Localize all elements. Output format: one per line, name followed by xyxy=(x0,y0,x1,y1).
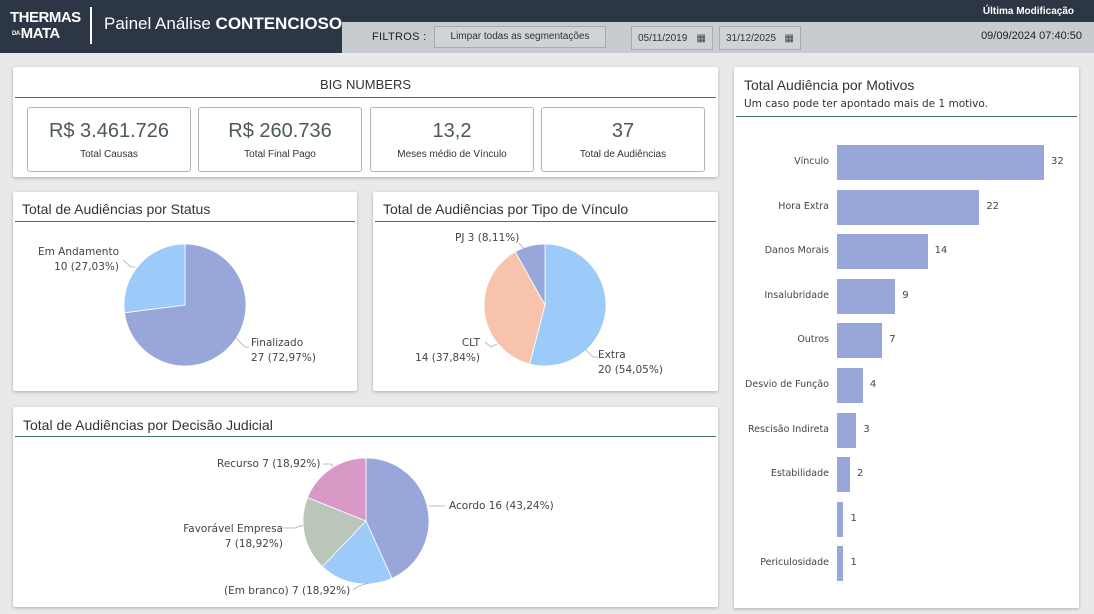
title-underline xyxy=(736,116,1077,117)
bar-category-label: Insalubridade xyxy=(764,289,829,301)
bar[interactable] xyxy=(837,145,1044,180)
bar-category-label: Periculosidade xyxy=(760,557,829,569)
big-numbers-title: BIG NUMBERS xyxy=(319,77,411,92)
date-start-field[interactable]: 05/11/2019 ▦ xyxy=(631,26,713,50)
header: THERMAS DAMATA Painel Análise CONTENCIOS… xyxy=(0,0,1094,53)
slice-label-finalizado: Finalizado 27 (72,97%) xyxy=(251,337,316,364)
bar-value-label: 22 xyxy=(986,200,1000,212)
bar-category-label: Rescisão Indireta xyxy=(747,423,829,435)
kpi-value: R$ 260.736 xyxy=(228,120,332,142)
kpi-value: 13,2 xyxy=(432,120,472,142)
pie-slice-acordo[interactable] xyxy=(365,457,430,579)
kpi-total-causas: R$ 3.461.726 Total Causas xyxy=(27,107,191,172)
leader-line xyxy=(122,259,135,268)
motivos-chart-card: Total Audiência por Motivos Um caso pode… xyxy=(734,67,1079,608)
date-end-field[interactable]: 31/12/2025 ▦ xyxy=(719,26,801,50)
kpi-label: Meses médio de Vínculo xyxy=(397,149,507,160)
bar-category-label: Danos Morais xyxy=(764,245,829,257)
pie-slice-pj[interactable] xyxy=(514,243,546,307)
bar-category-label: Estabilidade xyxy=(770,468,829,480)
motivos-chart-subtitle: Um caso pode ter apontado mais de 1 moti… xyxy=(744,98,988,110)
slice-label-clt: CLT 14 (37,84%) xyxy=(415,337,480,364)
leader-line xyxy=(518,242,532,251)
status-chart-card: Total de Audiências por Status Em Andame… xyxy=(13,192,357,391)
bar[interactable] xyxy=(837,368,863,403)
bar-value-label: 9 xyxy=(902,289,909,301)
bar-value-label: 7 xyxy=(889,334,896,346)
pie-slice-clt[interactable] xyxy=(483,251,546,365)
decisao-chart-title: Total de Audiências por Decisão Judicial xyxy=(23,417,273,433)
filters-label: FILTROS : xyxy=(372,31,427,43)
bar[interactable] xyxy=(837,323,883,359)
brand-divider xyxy=(90,7,92,44)
pie-slice-em-andamento[interactable] xyxy=(123,243,186,314)
leader-line xyxy=(484,341,498,348)
date-end-value: 31/12/2025 xyxy=(726,33,777,44)
bar[interactable] xyxy=(837,501,844,537)
vinculo-pie-chart[interactable] xyxy=(373,192,718,391)
pie-slice-em-branco[interactable] xyxy=(321,520,393,585)
date-start-value: 05/11/2019 xyxy=(638,33,688,44)
leader-line xyxy=(584,348,598,358)
bar[interactable] xyxy=(837,457,850,493)
bar[interactable] xyxy=(837,234,928,270)
slice-label-favoravel-empresa: Favorável Empresa 7 (18,92%) xyxy=(183,523,283,550)
leader-line xyxy=(323,463,334,468)
bar-value-label: 1 xyxy=(850,512,857,524)
big-numbers-card: BIG NUMBERS R$ 3.461.726 Total Causas R$… xyxy=(13,67,718,177)
slice-label-extra: Extra 20 (54,05%) xyxy=(598,349,663,376)
slice-label-recurso: Recurso 7 (18,92%) xyxy=(217,458,321,470)
calendar-icon[interactable]: ▦ xyxy=(696,33,706,44)
bar[interactable] xyxy=(837,412,857,448)
bar-category-label: Hora Extra xyxy=(778,200,829,212)
bar-value-label: 14 xyxy=(934,245,948,257)
title-underline xyxy=(375,221,716,222)
kpi-meses-vinculo: 13,2 Meses médio de Vínculo xyxy=(370,107,534,172)
pie-slice-recurso[interactable] xyxy=(307,457,367,522)
kpi-label: Total Causas xyxy=(80,149,138,160)
title-underline xyxy=(15,221,355,222)
leader-line xyxy=(352,582,370,591)
kpi-total-audiencias: 37 Total de Audiências xyxy=(541,107,705,172)
last-modified-value: 09/09/2024 07:40:50 xyxy=(981,30,1082,42)
bar[interactable] xyxy=(837,278,896,314)
slice-label-em-andamento: Em Andamento 10 (27,03%) xyxy=(37,246,119,273)
bar[interactable] xyxy=(837,546,844,582)
status-pie-chart[interactable] xyxy=(13,192,357,391)
leader-line xyxy=(234,336,249,348)
bar[interactable] xyxy=(837,189,980,225)
calendar-icon[interactable]: ▦ xyxy=(784,33,794,44)
decisao-pie-chart[interactable] xyxy=(13,407,718,607)
title-underline xyxy=(15,97,716,98)
vinculo-chart-card: Total de Audiências por Tipo de Vínculo … xyxy=(373,192,718,391)
bar-value-label: 3 xyxy=(863,423,870,435)
title-underline xyxy=(15,436,716,437)
bar-value-label: 1 xyxy=(850,557,857,569)
page-title: Painel Análise CONTENCIOSO xyxy=(104,14,343,33)
slice-label-acordo: Acordo 16 (43,24%) xyxy=(449,500,554,512)
bar-category-label: Vínculo xyxy=(794,156,829,167)
bar-value-label: 4 xyxy=(869,379,877,390)
slice-label-pj: PJ 3 (8,11%) xyxy=(455,232,520,244)
bar-value-label: 2 xyxy=(856,468,864,480)
leader-line xyxy=(283,524,304,529)
kpi-label: Total de Audiências xyxy=(579,149,667,160)
motivos-chart-title: Total Audiência por Motivos xyxy=(744,77,915,93)
slice-label-em-branco: (Em branco) 7 (18,92%) xyxy=(224,585,351,597)
bar-value-label: 32 xyxy=(1051,156,1064,167)
last-modified-label: Última Modificação xyxy=(982,6,1074,17)
decisao-chart-card: Total de Audiências por Decisão Judicial… xyxy=(13,407,718,607)
kpi-label: Total Final Pago xyxy=(244,149,316,160)
clear-segmentations-button[interactable]: Limpar todas as segmentações xyxy=(434,26,606,48)
pie-slice-extra[interactable] xyxy=(529,243,607,367)
bar-category-label: Desvio de Função xyxy=(745,379,829,390)
status-chart-title: Total de Audiências por Status xyxy=(22,201,211,217)
brand-area: THERMAS DAMATA Painel Análise CONTENCIOS… xyxy=(0,0,342,53)
kpi-value: 37 xyxy=(611,120,635,142)
kpi-value: R$ 3.461.726 xyxy=(48,120,170,142)
bar-category-label: Outros xyxy=(797,334,829,346)
logo: THERMAS DAMATA xyxy=(10,9,81,42)
kpi-total-final-pago: R$ 260.736 Total Final Pago xyxy=(198,107,362,172)
vinculo-chart-title: Total de Audiências por Tipo de Vínculo xyxy=(383,201,629,217)
